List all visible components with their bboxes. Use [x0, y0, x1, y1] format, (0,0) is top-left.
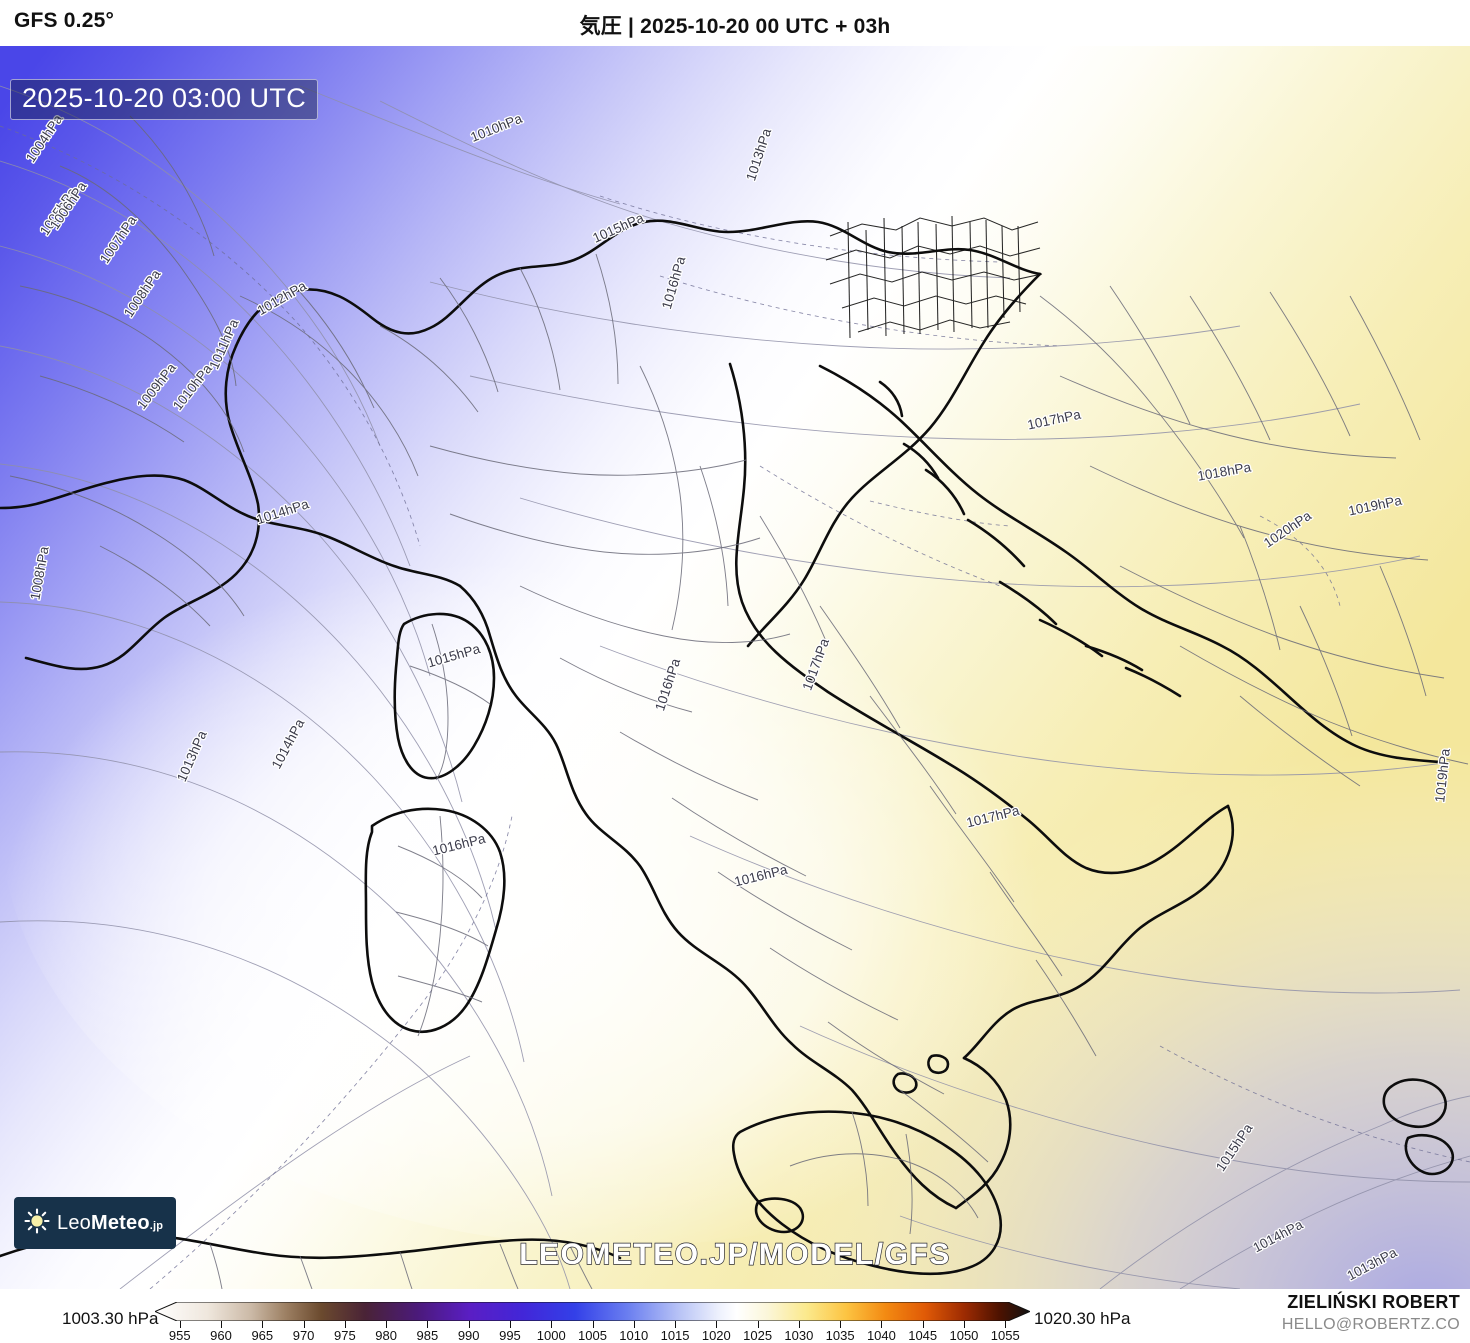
colorbar-tick-label: 1030 [784, 1328, 814, 1343]
logo-wordmark: LeoMeteo.jp [57, 1212, 163, 1235]
colorbar-min-label: 1003.30 hPa [62, 1309, 159, 1328]
colorbar-tick-label: 1000 [536, 1328, 566, 1343]
colorbar-tick-label: 1055 [990, 1328, 1020, 1343]
colorbar-tick-label: 955 [168, 1328, 191, 1343]
colorbar-max-label: 1020.30 hPa [1034, 1309, 1131, 1328]
colorbar-tick-label: 1045 [908, 1328, 938, 1343]
colorbar [153, 1301, 1032, 1322]
colorbar-tick-label: 970 [292, 1328, 315, 1343]
colorbar-tick [427, 1321, 429, 1328]
colorbar-tick-label: 1040 [866, 1328, 896, 1343]
colorbar-tick-label: 975 [333, 1328, 356, 1343]
colorbar-tick-label: 1025 [743, 1328, 773, 1343]
colorbar-tick-label: 1005 [578, 1328, 607, 1343]
colorbar-tick [716, 1321, 718, 1328]
leometeo-logo[interactable]: LeoMeteo.jp [14, 1197, 176, 1249]
colorbar-tick [963, 1321, 965, 1328]
colorbar-tick [386, 1321, 388, 1328]
page-title: 気圧 | 2025-10-20 00 UTC + 03h [579, 15, 891, 38]
colorbar-tick [551, 1321, 553, 1328]
map-canvas[interactable]: 1004hPa 1005hPa 1006hPa 1007hPa 1008hPa 1009h… [0, 46, 1470, 1289]
colorbar-tick [509, 1321, 511, 1328]
colorbar-tick [633, 1321, 635, 1328]
colorbar-tick [881, 1321, 883, 1328]
logo-name-light: Leo [57, 1211, 91, 1234]
timestamp-badge: 2025-10-20 03:00 UTC [10, 79, 319, 120]
sun-icon [24, 1207, 50, 1239]
isobar-contour-layer [0, 85, 1470, 1289]
colorbar-tick [179, 1321, 181, 1328]
colorbar-tick [221, 1321, 223, 1328]
header-bar: GFS 0.25° 気圧 | 2025-10-20 00 UTC + 03h [0, 0, 1470, 46]
colorbar-tick [922, 1321, 924, 1328]
coastline-layer [0, 219, 1455, 1276]
colorbar-tick-label: 1015 [660, 1328, 690, 1343]
colorbar-tick-label: 990 [457, 1328, 480, 1343]
colorbar-tick-label: 1050 [949, 1328, 979, 1343]
colorbar-tick-label: 980 [375, 1328, 397, 1343]
colorbar-ticks: 955 960 965 970 975 980 985 990 995 1000 1005 1010 1… [155, 1321, 1030, 1343]
colorbar-tick-label: 1020 [701, 1328, 731, 1343]
colorbar-tick [798, 1321, 800, 1328]
colorbar-tick-label: 960 [210, 1328, 232, 1343]
pressure-fill-layer [0, 46, 1470, 1289]
colorbar-tick [1005, 1321, 1007, 1328]
colorbar-tick-label: 965 [251, 1328, 274, 1343]
colorbar-tick [262, 1321, 264, 1328]
colorbar-tick [675, 1321, 677, 1328]
colorbar-tick [592, 1321, 594, 1328]
municipality-mesh-layer [825, 215, 1043, 339]
colorbar-tick-label: 1010 [619, 1328, 649, 1343]
colorbar-tick [757, 1321, 759, 1328]
colorbar-tick [468, 1321, 470, 1328]
colorbar-tick-label: 985 [416, 1328, 439, 1343]
pressure-map[interactable]: 1004hPa1005hPa1006hPa1007hPa1008hPa1009h… [0, 46, 1470, 1289]
logo-tld: .jp [149, 1219, 164, 1232]
colorbar-tick [303, 1321, 305, 1328]
isobar-dashed-layer [0, 125, 1470, 1289]
author-credit: ZIELIŃSKI ROBERT [1287, 1292, 1460, 1312]
author-email: HELLO@ROBERTZ.CO [1281, 1316, 1460, 1333]
colorbar-tick-label: 995 [499, 1328, 521, 1343]
logo-name-bold: Meteo [90, 1211, 150, 1234]
admin-boundary-layer [9, 115, 1469, 1289]
isobar-label: 1019hPa [1432, 747, 1453, 803]
colorbar-tick-label: 1035 [825, 1328, 855, 1343]
colorbar-tick [344, 1321, 346, 1328]
model-label: GFS 0.25° [14, 9, 115, 32]
colorbar-tick [840, 1321, 842, 1328]
